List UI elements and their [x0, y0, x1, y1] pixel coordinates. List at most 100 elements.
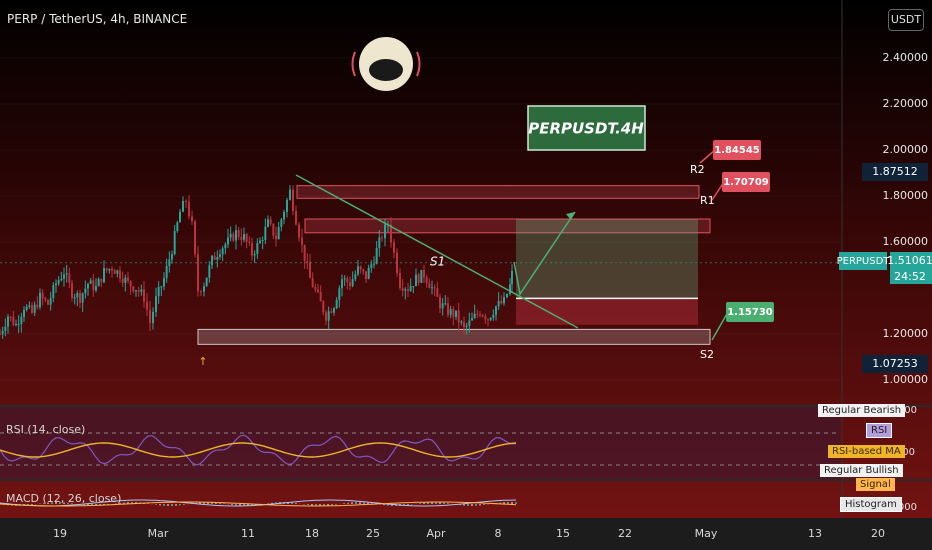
candle-body	[245, 234, 248, 242]
candle-body	[116, 270, 119, 274]
time-tick-label: 8	[495, 527, 502, 540]
candle-body	[460, 321, 463, 323]
candle-body	[267, 219, 269, 227]
candle-body	[378, 237, 381, 249]
s2-zone	[197, 328, 711, 345]
candle-body	[367, 267, 370, 279]
candle-body	[17, 323, 20, 325]
candle-body	[60, 278, 63, 281]
candle-body	[124, 277, 127, 283]
s2-callout-value: 1.15730	[727, 307, 773, 318]
price-tick-label: 1.20000	[883, 327, 929, 340]
candle-body	[407, 289, 409, 291]
candle-body	[286, 199, 288, 212]
candle-body	[292, 189, 294, 211]
candle-body	[176, 222, 179, 231]
candle-body	[103, 268, 105, 283]
s2-label: S2	[700, 348, 714, 361]
symbol-tag-box	[839, 252, 887, 270]
rsi-label[interactable]: RSI (14, close)	[6, 423, 86, 436]
candle-body	[489, 317, 492, 320]
candle-body	[47, 300, 49, 305]
candle-body	[322, 301, 325, 313]
candle-body	[404, 289, 407, 291]
projection-arrow	[513, 211, 576, 296]
candle-body	[76, 292, 79, 298]
candle-body	[500, 300, 503, 304]
candle-body	[4, 326, 7, 331]
candle-body	[49, 298, 52, 305]
candle-body	[370, 264, 373, 268]
candle-body	[179, 211, 181, 223]
candle-body	[95, 286, 97, 291]
candle-body	[289, 189, 291, 200]
candle-body	[79, 292, 81, 303]
candle-body	[87, 283, 89, 289]
candle-body	[444, 303, 447, 305]
price-tick-label: 1.60000	[883, 235, 929, 248]
candle-body	[92, 280, 95, 291]
candle-body	[253, 253, 256, 256]
candle-body	[256, 243, 259, 254]
candle-body	[473, 313, 476, 319]
candle-body	[264, 226, 267, 240]
price-tick-label: 2.20000	[883, 97, 929, 110]
candle-body	[317, 289, 319, 293]
candle-body	[327, 311, 330, 321]
currency-button[interactable]: USDT	[888, 9, 924, 31]
candle-body	[335, 300, 338, 309]
macd-label[interactable]: MACD (12, 26, close)	[6, 492, 122, 505]
time-axis-bar	[0, 518, 932, 550]
time-tick-label: 11	[241, 527, 255, 540]
symbol-title[interactable]: PERP / TetherUS, 4h, BINANCE	[7, 12, 188, 26]
candle-body	[203, 286, 205, 292]
r2-callout-box	[713, 140, 761, 160]
candle-body	[129, 280, 132, 287]
candle-body	[200, 291, 202, 293]
candle-body	[357, 266, 359, 275]
time-tick-label: Mar	[148, 527, 169, 540]
candle-body	[211, 255, 213, 266]
candle-body	[277, 226, 280, 240]
candle-body	[412, 286, 415, 288]
candle-body	[452, 309, 455, 317]
candle-body	[185, 201, 187, 203]
candle-body	[272, 223, 275, 236]
symbol-price-tag: PERPUSDT	[837, 256, 891, 267]
candle-body	[420, 269, 423, 283]
candle-body	[84, 288, 87, 294]
candle-body	[314, 287, 317, 290]
candle-body	[365, 271, 367, 279]
candle-body	[111, 268, 113, 271]
candle-body	[476, 313, 479, 315]
symbol-banner-text: PERPUSDT.4H	[528, 120, 644, 138]
candle-body	[160, 286, 163, 288]
candle-body	[73, 297, 76, 299]
candle-body	[503, 297, 505, 304]
candle-body	[325, 312, 327, 321]
candle-body	[155, 296, 157, 312]
candle-body	[165, 265, 168, 279]
candle-body	[146, 301, 148, 310]
candle-body	[330, 311, 333, 313]
candle-body	[197, 254, 199, 292]
candle-body	[251, 242, 253, 256]
candle-body	[173, 230, 176, 255]
candle-body	[423, 269, 425, 278]
candle-body	[143, 289, 145, 302]
r2-zone	[296, 185, 700, 199]
candle-body	[431, 287, 433, 289]
candle-body	[441, 303, 444, 309]
candle-body	[393, 242, 395, 253]
candle-body	[415, 274, 417, 287]
logo-wave-left	[351, 51, 356, 77]
candle-body	[213, 255, 216, 260]
histogram-tag: Histogram	[840, 497, 902, 512]
candle-body	[216, 257, 219, 260]
candle-body	[492, 314, 495, 318]
candle-body	[399, 273, 401, 289]
candle-body	[39, 292, 41, 308]
last-price: 1.51061	[887, 254, 932, 267]
